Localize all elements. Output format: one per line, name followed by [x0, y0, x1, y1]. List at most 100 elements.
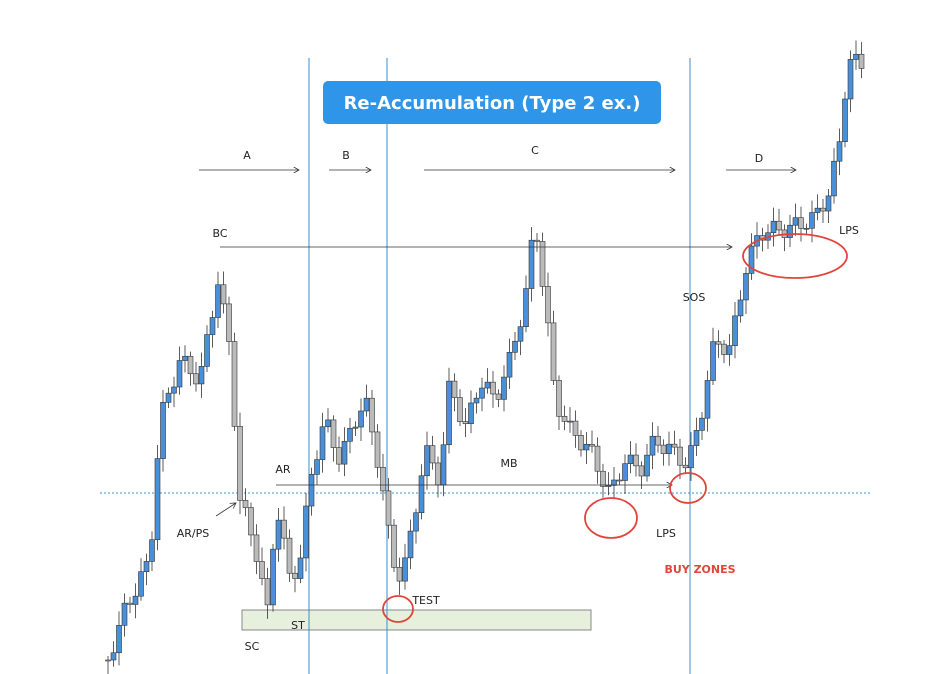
buy-zones-label: BUY ZONES: [664, 563, 735, 576]
candle-body: [237, 426, 243, 501]
candle-body: [149, 539, 155, 562]
event-label: ST: [291, 619, 305, 632]
candle-body: [451, 380, 458, 398]
candle-body: [561, 415, 568, 422]
candle-body: [649, 435, 656, 456]
phase-label: C: [531, 144, 539, 157]
candle-body: [512, 340, 518, 353]
candle-body: [688, 445, 694, 469]
candle-body: [116, 625, 122, 654]
candle-body: [721, 343, 727, 355]
candle-body: [528, 239, 535, 289]
candle-body: [193, 373, 199, 385]
candle-body: [369, 397, 375, 433]
candle-body: [715, 341, 722, 345]
candle-body: [820, 207, 826, 212]
candles: [105, 40, 865, 674]
candle-body: [413, 512, 419, 532]
title-box: [323, 81, 661, 124]
candle-body: [231, 341, 238, 427]
candle-body: [556, 380, 562, 417]
candle-body: [330, 419, 337, 448]
candle-body: [682, 464, 689, 469]
candle-body: [402, 557, 408, 582]
candle-body: [693, 430, 700, 446]
phase-label: D: [755, 152, 763, 165]
candle-body: [457, 397, 463, 422]
support-zone: [241, 609, 592, 631]
candle-body: [391, 524, 397, 568]
candle-body: [132, 595, 139, 605]
phase-label: B: [342, 149, 350, 162]
candle-body: [699, 417, 705, 431]
candle-body: [435, 462, 441, 486]
candle-body: [545, 286, 551, 324]
candle-body: [550, 322, 557, 381]
candle-body: [187, 355, 194, 375]
candle-body: [726, 345, 733, 355]
candle-body: [396, 567, 403, 582]
candle-body: [297, 557, 304, 579]
candle-body: [743, 273, 749, 301]
phase-label: A: [243, 149, 251, 162]
candle-body: [803, 227, 810, 230]
candle-body: [616, 479, 623, 482]
candle-body: [611, 479, 617, 486]
candle-body: [242, 500, 249, 508]
candle-body: [847, 59, 854, 100]
candle-body: [842, 98, 848, 142]
event-label: TEST: [411, 594, 440, 607]
candle-body: [198, 366, 205, 385]
candle-body: [473, 397, 480, 404]
candle-body: [655, 435, 661, 446]
candle-body: [154, 458, 161, 541]
candle-body: [567, 420, 573, 423]
candle-body: [308, 474, 315, 507]
candle-body: [495, 393, 502, 400]
title: Re-Accumulation (Type 2 ex.): [344, 93, 641, 114]
candle-body: [281, 519, 287, 539]
candle-body: [484, 381, 491, 389]
candle-body: [176, 360, 183, 388]
candle-body: [600, 470, 606, 487]
candle-body: [517, 326, 524, 342]
event-label: SC: [245, 640, 260, 653]
candle-body: [358, 410, 364, 428]
candle-body: [248, 507, 254, 536]
candle-body: [319, 426, 326, 460]
event-label: MB: [500, 457, 517, 470]
candle-body: [220, 284, 227, 305]
candle-body: [660, 444, 667, 454]
candle-body: [253, 534, 260, 562]
candle-body: [644, 454, 650, 477]
candle-body: [182, 355, 188, 361]
candle-body: [292, 572, 298, 579]
candle-body: [809, 212, 815, 229]
candle-body: [792, 217, 799, 226]
event-label: BC: [212, 227, 227, 240]
candle-body: [490, 381, 496, 395]
candle-body: [446, 380, 452, 446]
candle-body: [539, 241, 546, 287]
candle-body: [710, 341, 716, 381]
candle-body: [418, 475, 425, 514]
candle-body: [270, 548, 276, 606]
candle-body: [666, 443, 672, 454]
candle-body: [341, 440, 348, 465]
candle-body: [143, 561, 150, 573]
candle-body: [385, 490, 392, 526]
candle-body: [380, 467, 386, 492]
candle-body: [748, 245, 755, 274]
candle-body: [468, 402, 474, 424]
candle-body: [110, 652, 117, 661]
candle-body: [424, 445, 430, 477]
candle-body: [677, 446, 683, 466]
candle-body: [347, 427, 353, 442]
buy-zone-circles: [382, 233, 848, 623]
candle-body: [209, 317, 216, 335]
candle-body: [325, 419, 331, 428]
candle-body: [138, 571, 144, 597]
candle-body: [407, 530, 414, 559]
candle-body: [594, 445, 601, 472]
